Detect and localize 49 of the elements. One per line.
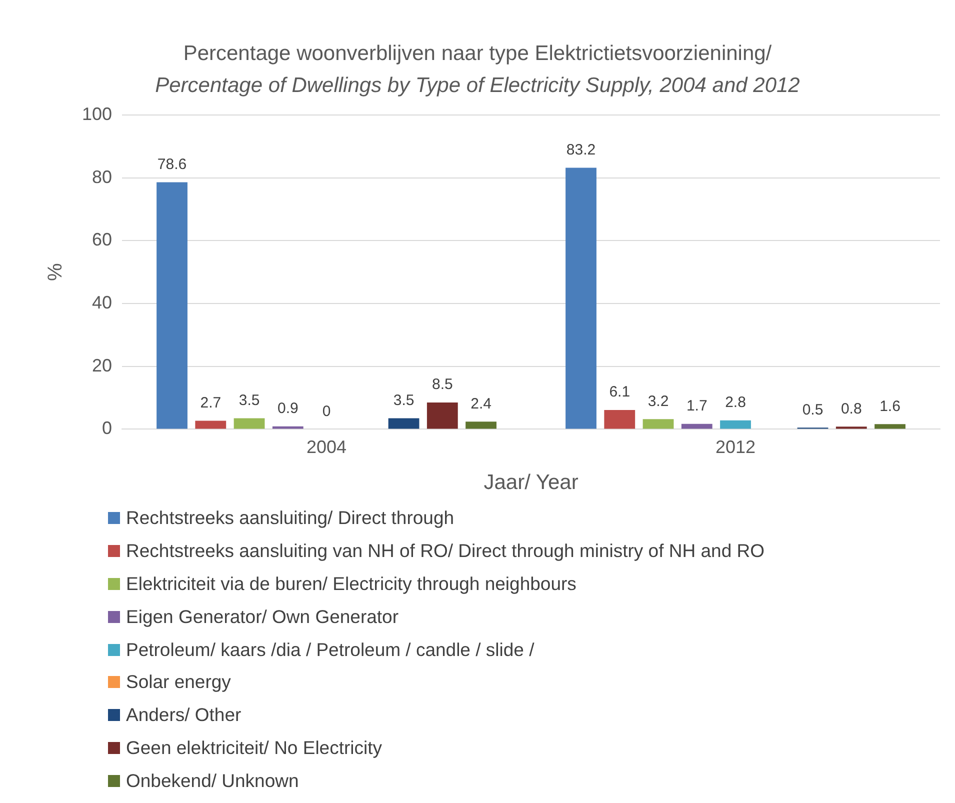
legend-label: Elektriciteit via de buren/ Electricity through neighbours bbox=[126, 572, 576, 595]
data-label: 0.5 bbox=[802, 401, 824, 418]
data-label: 1.7 bbox=[686, 398, 708, 414]
legend-label: Rechtstreeks aansluiting van NH of RO/ Direct through ministry of NH and RO bbox=[126, 540, 764, 562]
bar bbox=[720, 420, 751, 429]
data-label: 3.5 bbox=[238, 392, 260, 409]
y-tick-label: 60 bbox=[92, 230, 112, 250]
data-label: 2.7 bbox=[200, 394, 222, 412]
y-tick-label: 40 bbox=[92, 292, 112, 312]
bar bbox=[566, 168, 596, 429]
data-label: 83.2 bbox=[566, 141, 596, 158]
chart-title: Percentage woonverblijven naar type Elektrictietsvoorzienining/ bbox=[182, 41, 773, 67]
legend-label: Eigen Generator/ Own Generator bbox=[126, 606, 399, 628]
data-label: 6.1 bbox=[609, 384, 630, 401]
bar bbox=[156, 182, 188, 429]
chart-subtitle: Percentage of Dwellings by Type of Electricity Supply, 2004 and 2012 bbox=[154, 73, 801, 99]
y-axis-title: % bbox=[44, 263, 67, 281]
y-tick-label: 100 bbox=[82, 104, 112, 124]
legend-label: Solar energy bbox=[126, 671, 231, 694]
legend-label: Anders/ Other bbox=[126, 704, 242, 726]
x-axis-title: Jaar/ Year bbox=[484, 471, 578, 494]
bar bbox=[604, 410, 636, 429]
data-label: 2.8 bbox=[725, 394, 746, 412]
data-label: 3.5 bbox=[393, 392, 414, 409]
data-label: 0.8 bbox=[840, 400, 862, 418]
data-label: 3.2 bbox=[648, 392, 669, 410]
bar bbox=[388, 418, 420, 429]
bar bbox=[642, 419, 674, 429]
legend-label: Petroleum/ kaars /dia / Petroleum / candle / slide / bbox=[126, 638, 534, 661]
bar bbox=[195, 420, 226, 429]
bar bbox=[426, 402, 458, 429]
legend-label: Onbekend/ Unknown bbox=[126, 770, 299, 792]
bar bbox=[234, 418, 265, 429]
legend-label: Geen elektriciteit/ No Electricity bbox=[126, 736, 382, 759]
data-label: 8.5 bbox=[432, 376, 453, 394]
data-label: 1.6 bbox=[880, 398, 900, 415]
bar bbox=[466, 422, 496, 429]
data-label: 78.6 bbox=[157, 156, 187, 173]
bar bbox=[681, 424, 712, 429]
x-tick-label: 2012 bbox=[715, 436, 756, 457]
data-label: 2.4 bbox=[470, 395, 492, 412]
x-tick-label: 2004 bbox=[306, 436, 347, 457]
data-label: 0 bbox=[322, 402, 331, 420]
y-tick-label: 20 bbox=[92, 355, 112, 376]
y-tick-label: 80 bbox=[92, 166, 112, 187]
y-tick-label: 0 bbox=[102, 418, 112, 438]
data-label: 0.9 bbox=[277, 400, 298, 418]
legend-label: Rechtstreeks aansluiting/ Direct through bbox=[126, 507, 454, 530]
bar bbox=[874, 424, 906, 429]
